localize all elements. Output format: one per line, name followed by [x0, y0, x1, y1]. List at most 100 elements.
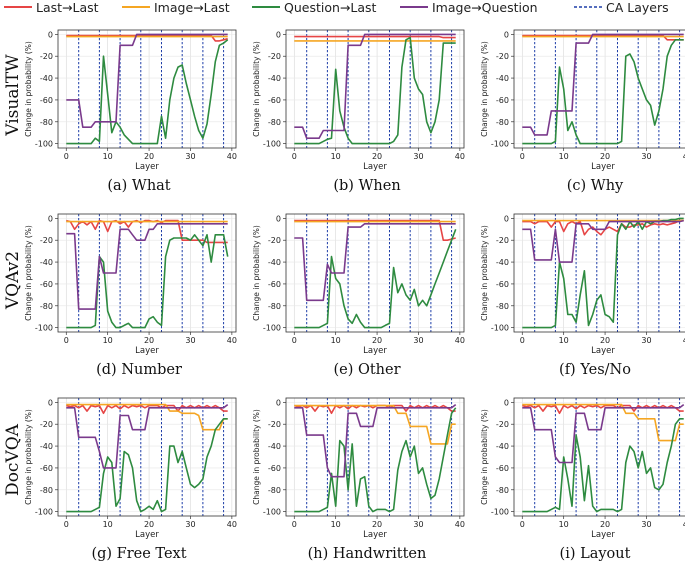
y-tick-label: -40 [40, 258, 53, 267]
series-line-2 [66, 417, 228, 513]
x-axis-label: Layer [135, 530, 159, 540]
y-tick-label: -60 [268, 280, 281, 289]
x-tick-label: 20 [144, 520, 154, 529]
row-label-visual7w: VisualTW [3, 54, 23, 137]
panel-caption: (h) Handwritten [308, 546, 427, 562]
x-axis-label: Layer [363, 346, 387, 356]
legend-label-ca-layers: CA Layers [606, 0, 669, 15]
y-tick-label: -60 [268, 96, 281, 105]
y-tick-label: -100 [491, 140, 509, 149]
legend-label-image-question: Image→Question [432, 0, 538, 15]
x-axis-label: Layer [591, 346, 615, 356]
y-tick-label: -20 [496, 52, 509, 61]
x-tick-label: 0 [292, 520, 297, 529]
y-axis-label: Change in probability (%) [252, 225, 261, 321]
y-tick-label: -20 [268, 236, 281, 245]
x-tick-label: 10 [103, 336, 113, 345]
y-axis-label: Change in probability (%) [24, 41, 33, 137]
plot-frame [513, 397, 685, 517]
y-tick-label: -80 [496, 486, 509, 495]
series-line-2 [522, 217, 684, 329]
y-tick-label: -20 [496, 420, 509, 429]
y-tick-label: -60 [268, 464, 281, 473]
chart-panel-7: 0 10 20 30 40 0 -20 -40 -60 -80 -100 Layer Change in… [252, 397, 465, 562]
series-line-3 [294, 33, 456, 139]
chart-panel-0: 0 10 20 30 40 0 -20 -40 -60 -80 -100 Layer Change in… [24, 29, 237, 194]
x-axis-label: Layer [363, 162, 387, 172]
x-tick-label: 10 [331, 520, 341, 529]
panel-caption: (g) Free Text [91, 546, 186, 562]
series-line-0 [294, 219, 456, 241]
chart-panel-6: 0 10 20 30 40 0 -20 -40 -60 -80 -100 Layer Change in… [24, 397, 237, 562]
y-tick-label: 0 [276, 398, 281, 407]
y-tick-label: -100 [35, 324, 53, 333]
plot-frame [285, 397, 465, 517]
plot-frame [513, 213, 685, 333]
x-tick-label: 20 [144, 152, 154, 161]
series-line-3 [522, 33, 684, 136]
series-line-0 [66, 34, 228, 42]
series-line-1 [294, 404, 456, 445]
x-tick-label: 10 [559, 152, 569, 161]
panel-caption: (i) Layout [560, 546, 631, 562]
legend: Last→Last Image→Last Question→Last Image… [4, 0, 669, 15]
series-line-0 [522, 404, 684, 415]
row-label-vqav2: VQAv2 [3, 251, 23, 310]
plot-frame [57, 29, 237, 149]
row-label-docvqa: DocVQA [3, 423, 23, 496]
series-line-0 [294, 35, 456, 39]
legend-label-question-last: Question→Last [284, 0, 377, 15]
x-tick-label: 0 [520, 152, 525, 161]
x-tick-label: 0 [64, 152, 69, 161]
legend-item-ca-layers: CA Layers [574, 0, 669, 15]
panel-caption: (e) Other [333, 362, 400, 378]
y-tick-label: -100 [263, 324, 281, 333]
x-tick-label: 40 [455, 152, 465, 161]
y-tick-label: 0 [504, 214, 509, 223]
y-tick-label: 0 [48, 30, 53, 39]
series-line-3 [522, 219, 684, 263]
series-line-3 [66, 33, 228, 128]
y-tick-label: -60 [496, 464, 509, 473]
x-tick-label: 40 [227, 520, 237, 529]
x-tick-label: 10 [331, 152, 341, 161]
series-line-0 [294, 404, 456, 415]
x-tick-label: 10 [559, 520, 569, 529]
y-tick-label: 0 [504, 30, 509, 39]
y-axis-label: Change in probability (%) [24, 225, 33, 321]
x-tick-label: 20 [600, 520, 610, 529]
x-tick-label: 0 [292, 336, 297, 345]
x-tick-label: 10 [103, 520, 113, 529]
series-line-0 [522, 219, 684, 236]
x-axis-label: Layer [135, 162, 159, 172]
y-tick-label: 0 [504, 398, 509, 407]
x-tick-label: 20 [600, 336, 610, 345]
y-tick-label: -20 [40, 52, 53, 61]
series-line-0 [66, 219, 228, 244]
series-line-0 [66, 404, 228, 415]
y-tick-label: -80 [268, 302, 281, 311]
x-tick-label: 20 [600, 152, 610, 161]
y-tick-label: -80 [496, 302, 509, 311]
panel-caption: (b) When [333, 178, 400, 194]
y-tick-label: -80 [40, 486, 53, 495]
y-tick-label: -20 [496, 236, 509, 245]
x-axis-label: Layer [363, 530, 387, 540]
series-line-3 [522, 403, 685, 464]
chart-panel-4: 0 10 20 30 40 0 -20 -40 -60 -80 -100 Layer Change in… [252, 213, 465, 378]
series-line-3 [294, 403, 457, 478]
series-line-2 [66, 234, 229, 329]
x-tick-label: 30 [185, 336, 195, 345]
x-axis-label: Layer [591, 162, 615, 172]
panel-caption: (c) Why [567, 178, 624, 194]
y-tick-label: -100 [491, 324, 509, 333]
y-tick-label: -60 [496, 280, 509, 289]
y-tick-label: -40 [496, 442, 509, 451]
y-axis-label: Change in probability (%) [480, 41, 489, 137]
x-tick-label: 40 [455, 520, 465, 529]
y-tick-label: -40 [268, 74, 281, 83]
y-tick-label: -100 [35, 140, 53, 149]
panel-caption: (a) What [107, 178, 170, 194]
chart-panel-8: 0 10 20 30 40 0 -20 -40 -60 -80 -100 Layer Change in… [480, 397, 685, 562]
chart-panel-3: 0 10 20 30 40 0 -20 -40 -60 -80 -100 Layer Change in… [24, 213, 237, 378]
